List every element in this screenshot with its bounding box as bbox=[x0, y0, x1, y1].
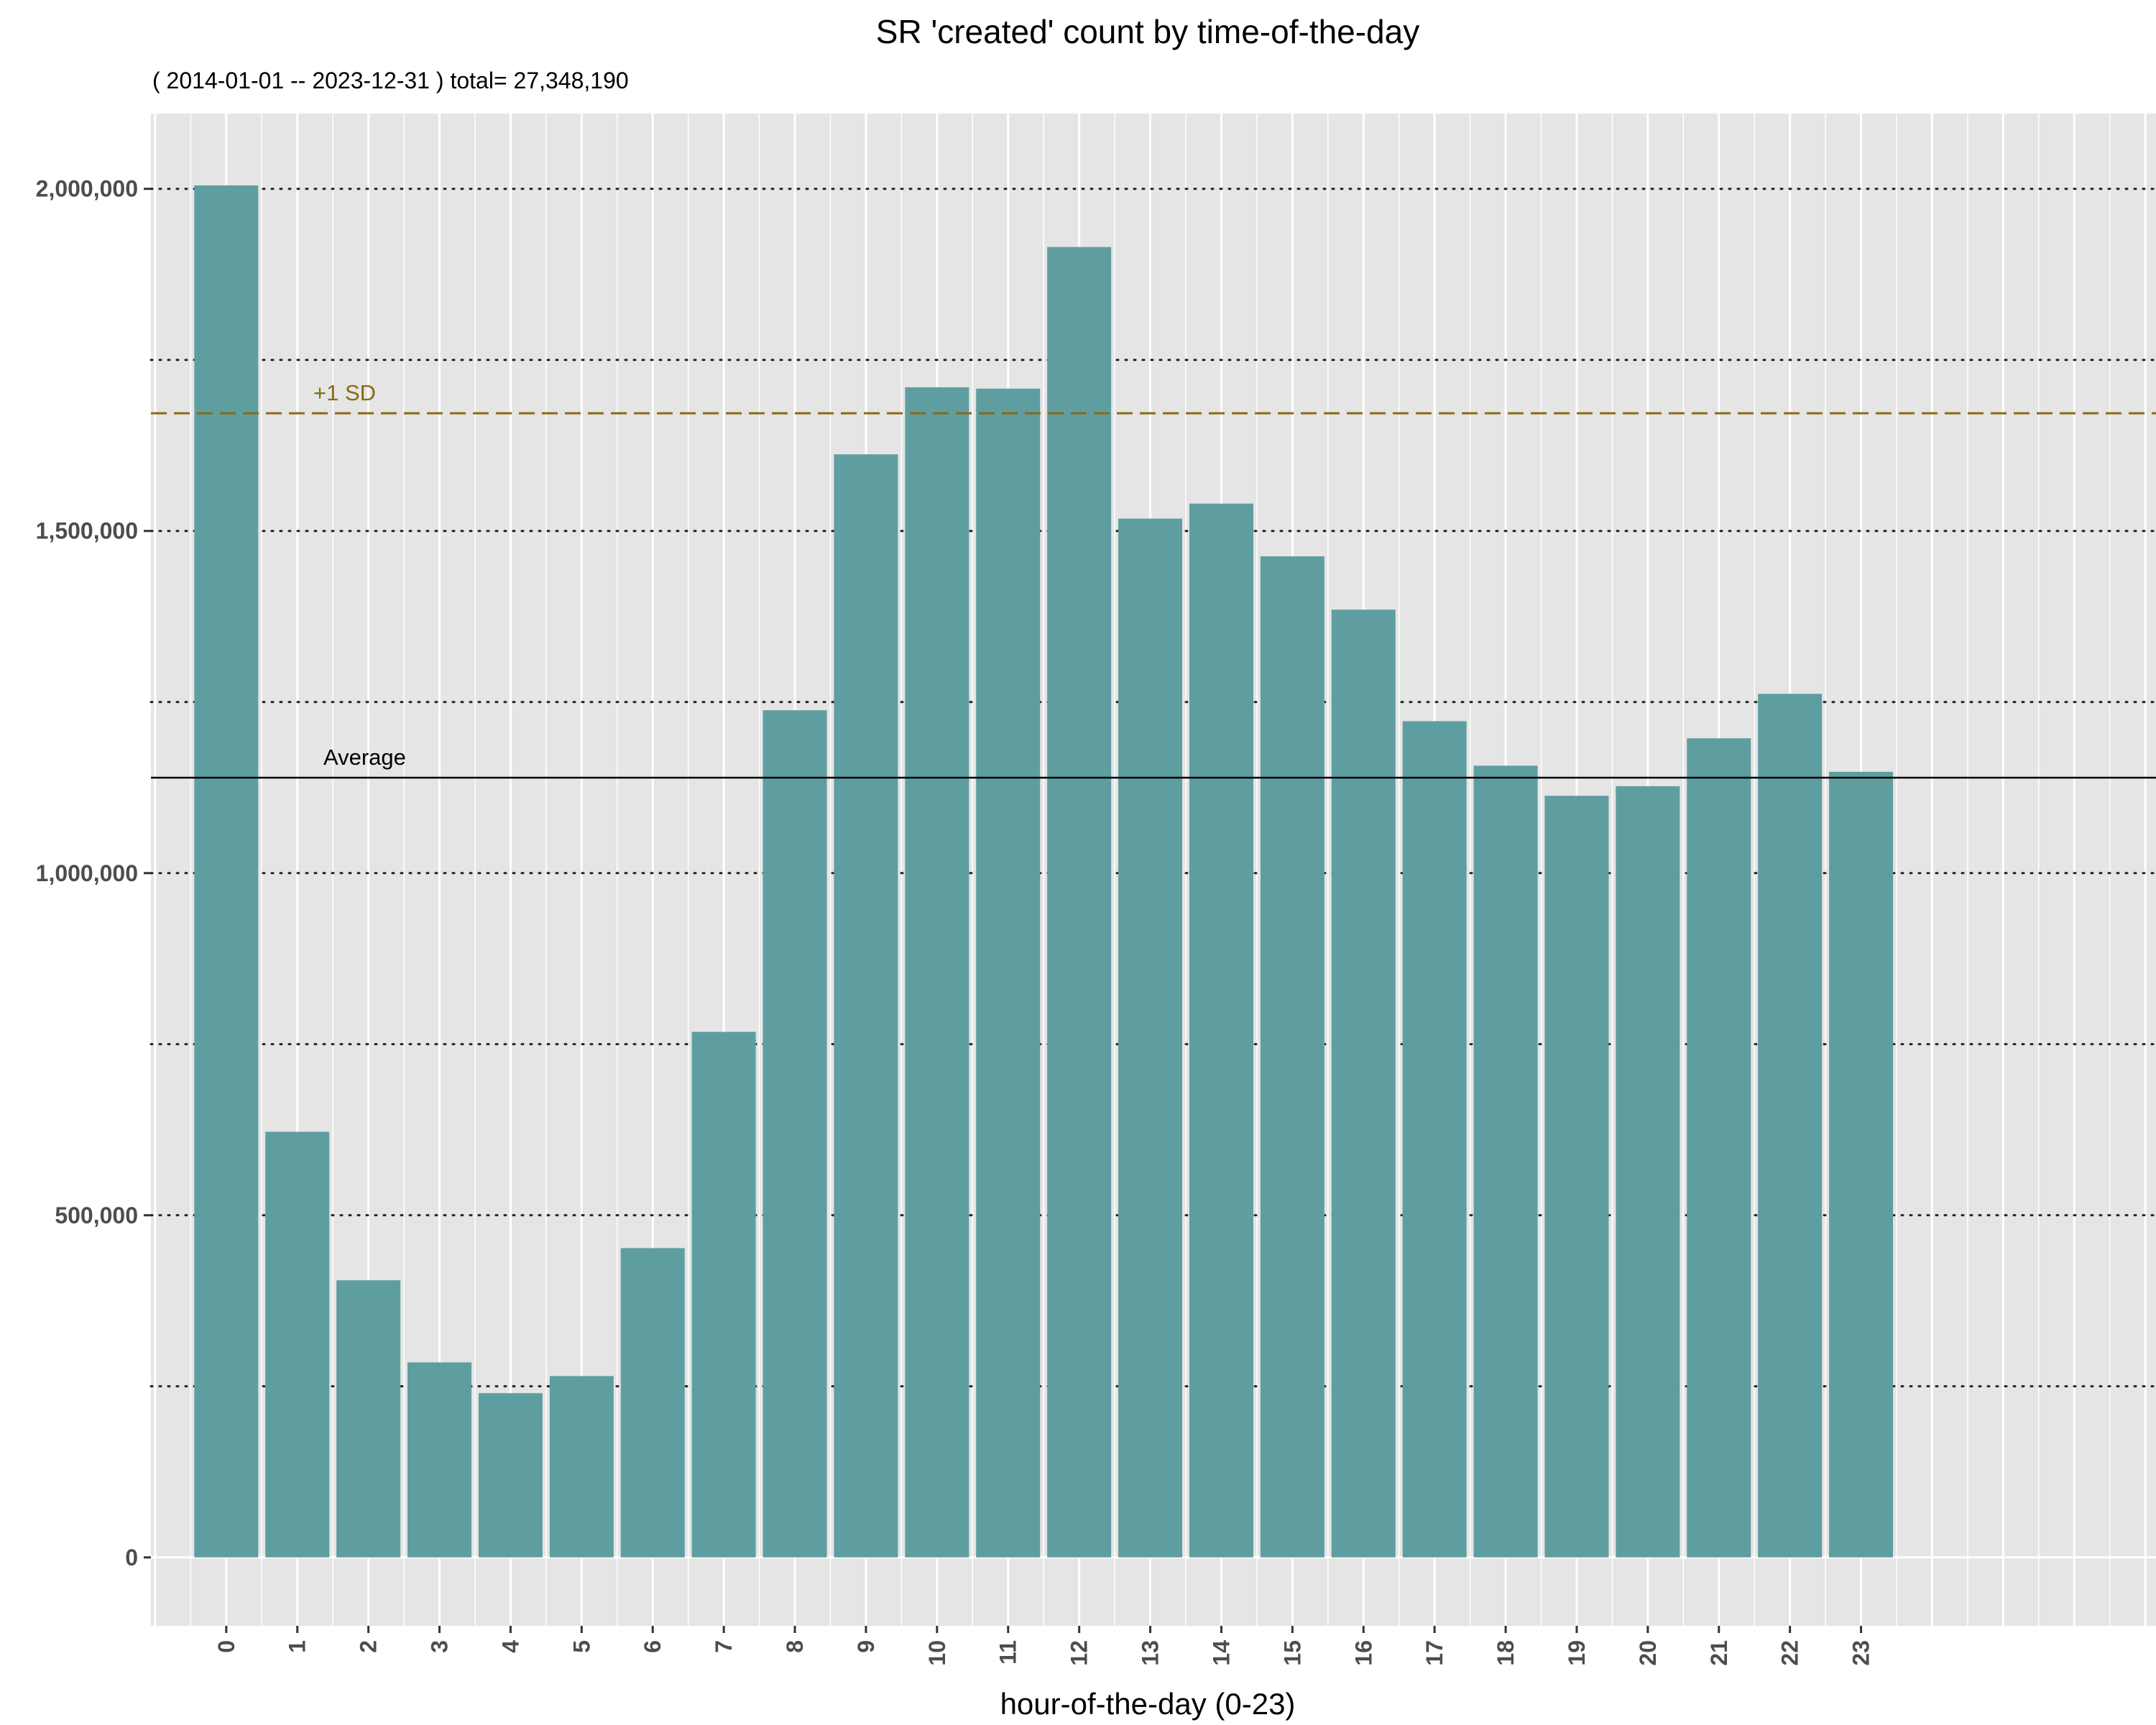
x-tick-label: 12 bbox=[1067, 1640, 1092, 1666]
x-tick-label: 2 bbox=[356, 1640, 382, 1653]
y-tick-label: 0 bbox=[125, 1545, 138, 1570]
x-tick-label: 4 bbox=[497, 1640, 523, 1653]
bar-hour-8 bbox=[763, 710, 827, 1558]
x-tick-label: 8 bbox=[782, 1640, 808, 1653]
bar-hour-18 bbox=[1473, 765, 1538, 1558]
bar-hour-14 bbox=[1189, 503, 1253, 1558]
x-tick-label: 14 bbox=[1208, 1640, 1234, 1666]
y-tick-label: 1,000,000 bbox=[36, 860, 138, 886]
x-tick-label: 21 bbox=[1706, 1640, 1732, 1666]
x-tick-label: 19 bbox=[1564, 1640, 1590, 1666]
y-axis: 0 500,000 1,000,000 1,500,000 2,000,000 bbox=[36, 176, 151, 1570]
x-axis: 0 1 2 3 4 5 6 7 8 9 10 11 12 13 14 15 16 17 18 19 20 21 22 23 bbox=[213, 1626, 1874, 1666]
bar-hour-12 bbox=[1047, 247, 1112, 1558]
y-tick-label: 1,500,000 bbox=[36, 518, 138, 544]
bar-hour-21 bbox=[1687, 738, 1751, 1558]
y-tick-label: 500,000 bbox=[55, 1202, 138, 1228]
x-tick-label: 16 bbox=[1350, 1640, 1376, 1666]
bar-hour-0 bbox=[194, 185, 259, 1558]
x-tick-label: 5 bbox=[568, 1640, 594, 1653]
bar-hour-7 bbox=[691, 1031, 756, 1558]
plot-panel: Average +1 SD bbox=[149, 114, 2156, 1626]
x-tick-label: 9 bbox=[853, 1640, 879, 1653]
bar-hour-2 bbox=[336, 1280, 401, 1558]
bar-hour-9 bbox=[834, 454, 898, 1558]
bar-hour-3 bbox=[407, 1362, 472, 1558]
x-tick-label: 23 bbox=[1848, 1640, 1874, 1666]
bar-hour-6 bbox=[620, 1248, 685, 1558]
bar-hour-4 bbox=[478, 1393, 543, 1558]
bar-hour-16 bbox=[1331, 610, 1396, 1558]
chart-subtitle: ( 2014-01-01 -- 2023-12-31 ) total= 27,3… bbox=[152, 68, 629, 93]
x-tick-label: 7 bbox=[711, 1640, 737, 1653]
x-tick-label: 13 bbox=[1138, 1640, 1164, 1666]
x-tick-label: 17 bbox=[1422, 1640, 1447, 1666]
bar-hour-5 bbox=[549, 1376, 614, 1558]
y-tick-label: 2,000,000 bbox=[36, 176, 138, 202]
x-tick-label: 10 bbox=[924, 1640, 950, 1666]
bar-hour-19 bbox=[1544, 796, 1609, 1558]
x-tick-label: 11 bbox=[995, 1640, 1021, 1665]
bar-hour-11 bbox=[976, 388, 1041, 1558]
bar-hour-13 bbox=[1118, 518, 1183, 1558]
x-tick-label: 6 bbox=[640, 1640, 665, 1653]
x-tick-label: 20 bbox=[1635, 1640, 1661, 1666]
x-tick-label: 1 bbox=[285, 1640, 310, 1653]
x-tick-label: 15 bbox=[1279, 1640, 1305, 1666]
chart-title: SR 'created' count by time-of-the-day bbox=[876, 13, 1419, 50]
x-axis-label: hour-of-the-day (0-23) bbox=[1000, 1687, 1296, 1721]
bar-hour-1 bbox=[265, 1131, 330, 1558]
bar-hour-15 bbox=[1260, 556, 1325, 1558]
x-tick-label: 22 bbox=[1777, 1640, 1803, 1666]
sd-label: +1 SD bbox=[313, 380, 376, 405]
bar-hour-17 bbox=[1402, 721, 1467, 1558]
average-label: Average bbox=[323, 745, 406, 770]
x-tick-label: 0 bbox=[213, 1640, 239, 1653]
bar-hour-10 bbox=[905, 387, 969, 1558]
bar-hour-22 bbox=[1758, 694, 1823, 1558]
bar-hour-20 bbox=[1616, 786, 1680, 1558]
x-tick-label: 3 bbox=[427, 1640, 453, 1653]
x-tick-label: 18 bbox=[1493, 1640, 1519, 1666]
bar-hour-23 bbox=[1829, 771, 1894, 1558]
